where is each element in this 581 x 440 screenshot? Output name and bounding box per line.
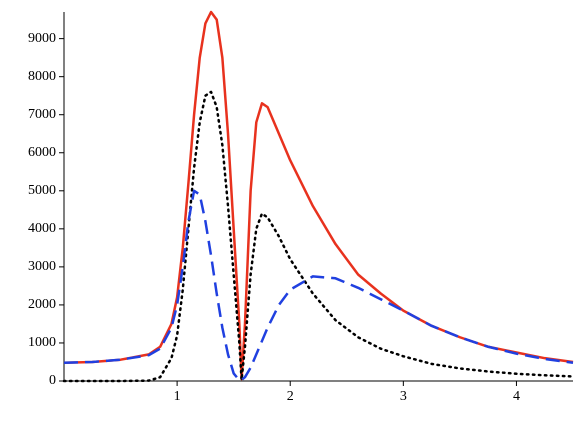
y-tick-label: 2000 xyxy=(28,297,56,312)
y-tick-label: 0 xyxy=(49,373,56,388)
x-tick-label: 2 xyxy=(287,389,294,404)
x-tick-label: 4 xyxy=(513,389,520,404)
series-line xyxy=(63,189,574,382)
series-line xyxy=(63,10,574,381)
series-line xyxy=(62,90,575,383)
y-tick-label: 4000 xyxy=(28,221,56,236)
y-tick-label: 6000 xyxy=(28,145,56,160)
x-tick-label: 3 xyxy=(400,389,407,404)
y-tick-label: 3000 xyxy=(28,259,56,274)
x-tick-label: 1 xyxy=(174,389,181,404)
y-tick-label: 9000 xyxy=(28,31,56,46)
y-tick-label: 8000 xyxy=(28,69,56,84)
y-tick-label: 7000 xyxy=(28,107,56,122)
y-tick-label: 1000 xyxy=(28,335,56,350)
y-tick-label: 5000 xyxy=(28,183,56,198)
